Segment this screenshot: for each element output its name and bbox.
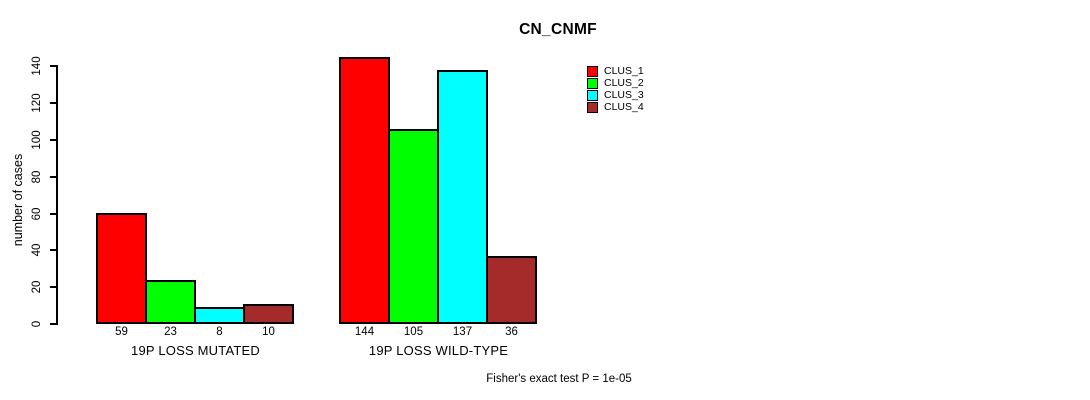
y-axis-tick: [50, 286, 58, 289]
legend-item: CLUS_1: [587, 66, 644, 77]
legend-item-label: CLUS_3: [604, 89, 644, 101]
y-axis-tick: [50, 138, 58, 141]
y-axis-tick-label: 100: [31, 130, 43, 150]
legend-item: CLUS_3: [587, 90, 644, 101]
y-axis-tick-label: 120: [31, 93, 43, 113]
annotation-text: Fisher's exact test P = 1e-05: [486, 373, 632, 385]
y-axis-tick: [50, 212, 58, 215]
y-axis-tick-label: 0: [31, 320, 43, 328]
x-axis-group-label: 19P LOSS WILD-TYPE: [368, 342, 509, 358]
legend-item-label: CLUS_2: [604, 77, 644, 89]
bar-value-label: 144: [354, 325, 375, 338]
bar-clus-4-19p-loss-wild-type: [486, 255, 537, 324]
legend-swatch-clus-2: [587, 78, 598, 89]
bar-clus-1-19p-loss-wild-type: [339, 56, 390, 324]
bar-clus-3-19p-loss-mutated: [194, 307, 245, 324]
y-axis-tick: [50, 175, 58, 178]
legend-item-label: CLUS_4: [604, 101, 644, 113]
bar-clus-3-19p-loss-wild-type: [437, 69, 488, 324]
y-axis-tick-label: 60: [31, 207, 43, 220]
legend-item: CLUS_4: [587, 102, 644, 113]
chart-title: CN_CNMF: [519, 21, 597, 38]
bar-value-label: 137: [452, 325, 473, 338]
bar-value-label: 8: [216, 325, 223, 338]
y-axis-tick: [50, 323, 58, 325]
bar-clus-4-19p-loss-mutated: [243, 303, 294, 324]
bar-value-label: 59: [115, 325, 128, 338]
y-axis-line: [56, 66, 58, 324]
bar-clus-1-19p-loss-mutated: [96, 213, 147, 324]
y-axis-tick: [50, 65, 58, 68]
bar-value-label: 105: [403, 325, 424, 338]
legend-swatch-clus-3: [587, 90, 598, 101]
y-axis-tick-label: 20: [31, 280, 43, 294]
bar-clus-2-19p-loss-mutated: [145, 279, 196, 324]
x-axis-group-label: 19P LOSS MUTATED: [131, 342, 260, 358]
y-axis-tick: [50, 249, 58, 252]
legend-swatch-clus-4: [587, 102, 598, 113]
bar-clus-2-19p-loss-wild-type: [388, 128, 439, 324]
legend: CLUS_1 CLUS_2 CLUS_3 CLUS_4: [587, 66, 644, 113]
y-axis-tick-label: 140: [31, 56, 43, 76]
bar-value-label: 23: [164, 325, 177, 338]
legend-item: CLUS_2: [587, 78, 644, 89]
y-axis-label: number of cases: [11, 153, 25, 247]
legend-swatch-clus-1: [587, 66, 598, 77]
y-axis-tick: [50, 102, 58, 105]
y-axis-tick-label: 80: [31, 170, 43, 184]
legend-item-label: CLUS_1: [604, 65, 644, 77]
bar-value-label: 10: [262, 325, 275, 338]
bar-value-label: 36: [505, 325, 518, 338]
y-axis-tick-label: 40: [31, 243, 43, 257]
